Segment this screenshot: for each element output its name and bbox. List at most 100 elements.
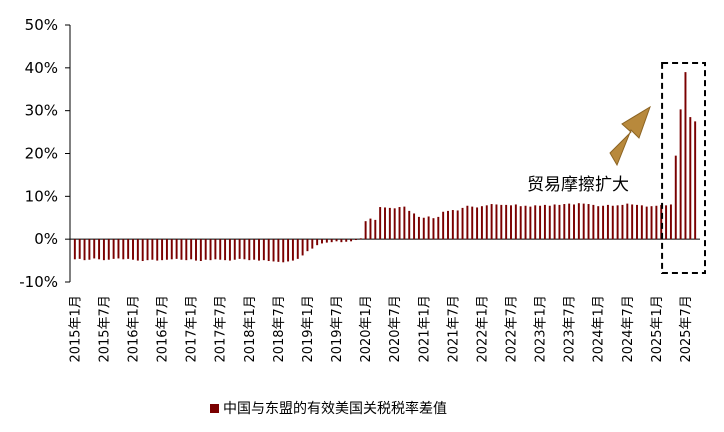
bar <box>660 204 663 240</box>
bar <box>447 210 449 240</box>
bar <box>369 218 372 240</box>
bar <box>621 204 624 240</box>
bar <box>267 239 270 262</box>
bar <box>136 239 139 261</box>
x-tick-label: 2015年7月 <box>97 295 112 362</box>
bar <box>631 204 634 240</box>
bar <box>282 239 285 263</box>
bar <box>180 239 183 260</box>
y-tick-label: 20% <box>25 145 58 163</box>
bar <box>558 204 561 240</box>
bar <box>679 109 682 240</box>
annotation-text: 贸易摩擦扩大 <box>527 175 629 195</box>
bar <box>597 206 600 240</box>
x-tick-label: 2016年7月 <box>156 295 171 362</box>
bar <box>262 239 265 261</box>
bar <box>582 203 585 240</box>
x-tick-label: 2025年1月 <box>650 295 665 362</box>
x-tick-label: 2025年7月 <box>679 295 694 362</box>
bar <box>539 205 542 240</box>
bar <box>384 207 386 240</box>
bar <box>403 206 406 240</box>
bar <box>228 239 231 261</box>
bar <box>146 239 149 261</box>
bar <box>345 239 348 242</box>
bar <box>379 207 382 240</box>
bar <box>291 239 294 261</box>
bar <box>199 239 202 262</box>
bar <box>674 155 677 240</box>
bar <box>127 239 130 259</box>
bar <box>694 121 697 240</box>
bar <box>442 211 445 240</box>
legend: 中国与东盟的有效美国关税税率差值 <box>210 398 447 418</box>
bar <box>204 239 207 260</box>
x-tick-label: 2021年7月 <box>446 295 461 362</box>
bar <box>451 210 454 240</box>
bar <box>524 205 527 240</box>
bar <box>330 239 333 243</box>
bar <box>480 206 483 240</box>
bar <box>606 204 609 240</box>
bar <box>655 205 658 240</box>
bar <box>165 239 168 260</box>
bar <box>122 239 125 260</box>
bar <box>132 239 134 260</box>
x-tick-label: 2024年7月 <box>621 295 636 362</box>
bar <box>98 239 101 260</box>
bar <box>417 216 420 240</box>
bar <box>645 206 648 240</box>
bar <box>248 239 251 261</box>
bar <box>306 239 309 252</box>
x-tick-label: 2017年1月 <box>185 295 200 362</box>
y-tick-label: 10% <box>25 187 58 205</box>
bar <box>422 217 425 240</box>
bar <box>611 205 614 240</box>
bar <box>112 239 115 259</box>
bar <box>93 239 96 259</box>
bar <box>437 216 440 240</box>
bar <box>626 203 629 240</box>
bar <box>427 216 430 240</box>
x-tick-label: 2022年7月 <box>505 295 520 362</box>
bar <box>224 239 227 261</box>
bar <box>243 239 246 260</box>
bar <box>83 239 86 261</box>
bar <box>296 239 299 259</box>
bar <box>374 219 377 240</box>
bar <box>170 239 173 260</box>
bar <box>563 204 566 240</box>
bar <box>258 239 260 261</box>
bar <box>592 204 595 240</box>
bar <box>233 239 236 260</box>
bar <box>398 207 401 240</box>
bar <box>364 221 367 240</box>
bar <box>577 203 580 240</box>
bar <box>359 238 362 240</box>
bar <box>209 239 212 261</box>
x-tick-label: 2017年7月 <box>214 295 229 362</box>
bar <box>175 239 178 259</box>
bar <box>325 239 328 243</box>
bar <box>548 205 551 240</box>
bar <box>543 204 546 240</box>
bar <box>190 239 193 260</box>
bar <box>640 205 643 240</box>
bar <box>393 208 396 240</box>
bar <box>73 239 76 260</box>
bar <box>636 204 638 240</box>
bar <box>311 239 314 249</box>
bar <box>534 205 537 240</box>
y-tick-label: -10% <box>19 273 58 291</box>
legend-swatch <box>210 403 219 413</box>
bar <box>272 239 275 262</box>
x-tick-label: 2024年1月 <box>592 295 607 362</box>
bar <box>413 213 416 240</box>
bar <box>573 204 575 240</box>
bar <box>321 239 323 244</box>
bar <box>151 239 154 260</box>
bar <box>495 204 498 240</box>
bar <box>616 205 619 240</box>
bar <box>689 117 692 240</box>
